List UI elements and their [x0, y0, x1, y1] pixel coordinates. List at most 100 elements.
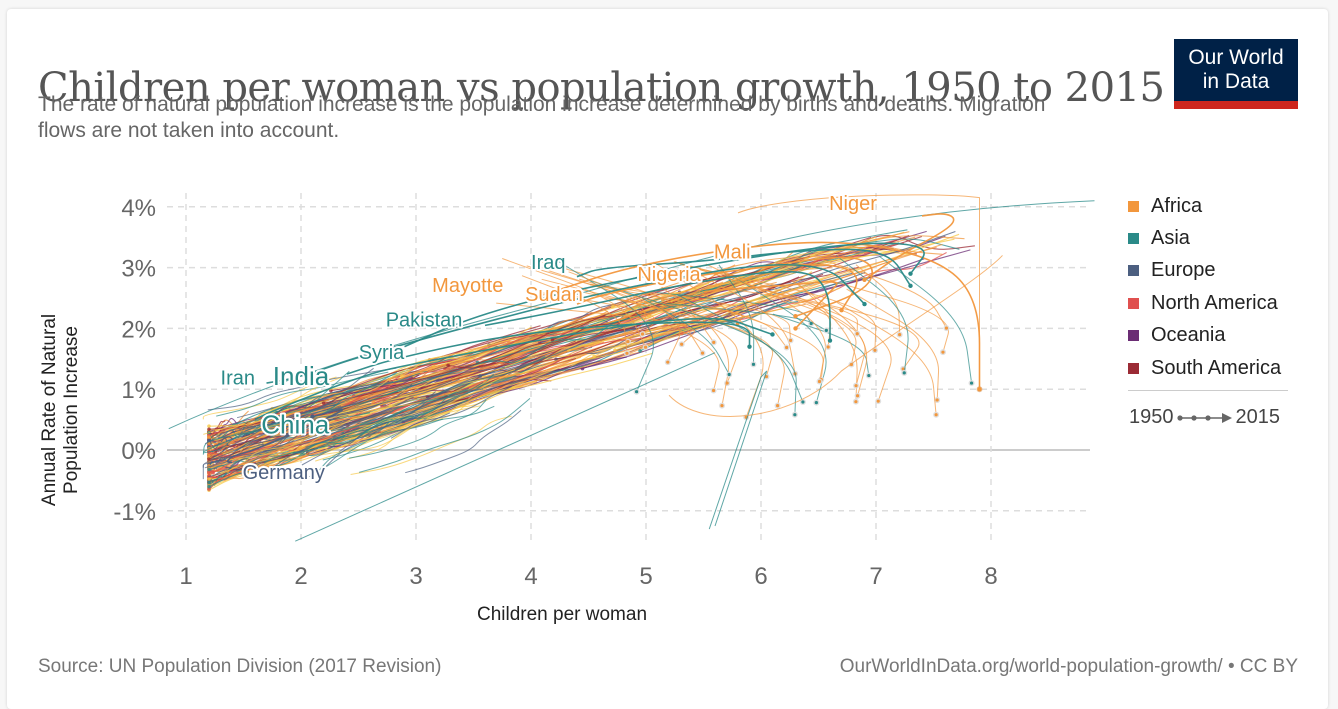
legend-item-north-america[interactable]: North America: [1128, 287, 1281, 319]
trajectory-line: [230, 380, 394, 434]
trajectory-line: [380, 375, 507, 433]
legend-item-asia[interactable]: Asia: [1128, 222, 1281, 254]
x-tick-label: 4: [524, 563, 537, 590]
x-axis-label: Children per woman: [477, 604, 647, 625]
trajectory-line: [202, 418, 351, 468]
trajectory-syria: [404, 242, 925, 348]
trajectory-mayotte: [542, 241, 981, 390]
trajectory-end-dot: [207, 427, 211, 432]
trajectory-start-dot: [784, 345, 789, 350]
trajectory-start-sudan: [839, 307, 844, 313]
license-label: • CC BY: [1222, 656, 1298, 677]
owid-logo[interactable]: Our World in Data: [1174, 39, 1298, 109]
trajectory-line: [168, 200, 1095, 430]
trajectory-line: [208, 417, 239, 434]
trajectory-line: [390, 386, 512, 439]
trajectory-line: [477, 317, 630, 364]
trajectory-line: [208, 467, 256, 490]
trajectory-end-dot: [207, 424, 211, 428]
trajectory-china: [254, 317, 773, 421]
legend-label: Europe: [1151, 259, 1216, 282]
trajectory-start-dot: [680, 342, 684, 346]
trajectory-line: [326, 366, 505, 411]
swatch-oceania: [1128, 330, 1139, 342]
trajectory-start-dot: [902, 371, 906, 375]
trajectory-start-syria: [908, 271, 913, 276]
swatch-south-america: [1128, 362, 1139, 374]
axis-ticks: 4% 3% 2% 1% 0% -1% 1 2 3 4 5 6 7 8: [113, 195, 997, 590]
trajectory-start-dot: [793, 413, 797, 417]
trajectory-line: [255, 413, 372, 463]
legend-divider: [1128, 390, 1288, 391]
trajectory-start-dot: [712, 340, 716, 344]
trajectory-start-iraq: [908, 283, 913, 289]
country-label-germany: Germany: [243, 462, 325, 484]
trajectory-line: [264, 386, 409, 426]
swatch-africa: [1128, 200, 1139, 212]
trajectory-end-dot: [207, 453, 211, 458]
trajectory-end-dot: [321, 401, 326, 405]
trajectory-line: [286, 384, 473, 429]
trajectory-line: [508, 264, 736, 343]
trajectory-end-dot: [592, 354, 596, 359]
trajectory-line: [362, 297, 746, 428]
legend-item-africa[interactable]: Africa: [1128, 190, 1281, 222]
legend: Africa Asia Europe North America Oceania…: [1128, 190, 1281, 384]
footer-links: OurWorldInData.org/world-population-grow…: [840, 656, 1298, 678]
trajectory-start-iran: [862, 301, 867, 307]
trajectory-end-dot: [207, 477, 211, 481]
trajectory-start-dot: [751, 362, 756, 366]
swatch-europe: [1128, 265, 1139, 277]
trajectory-end-dot: [207, 467, 211, 472]
trajectory-line: [263, 411, 402, 464]
trajectory-start-dot: [854, 384, 858, 388]
y-tick-label: 4%: [121, 195, 156, 222]
x-tick-label: 7: [869, 563, 882, 590]
logo-line-1: Our World: [1188, 46, 1284, 69]
trajectory-line: [364, 382, 484, 437]
trajectory-line: [405, 409, 522, 474]
country-label-niger: Niger: [829, 193, 877, 215]
trajectory-line: [210, 397, 348, 460]
trajectory-line: [246, 372, 421, 436]
trajectory-line: [708, 370, 768, 530]
legend-item-south-america[interactable]: South America: [1128, 352, 1281, 384]
trajectory-line: [227, 410, 378, 461]
legend-label: North America: [1151, 291, 1278, 314]
timeline-legend: 1950 2015: [1129, 406, 1280, 429]
trajectory-line: [401, 327, 549, 377]
trajectory-end-dot: [207, 484, 211, 489]
trajectory-line: [480, 230, 956, 377]
trajectory-start-mayotte: [977, 387, 982, 392]
x-tick-label: 5: [639, 563, 652, 590]
trajectory-start-dot: [625, 351, 629, 355]
trajectory-line: [216, 371, 389, 417]
source-link[interactable]: OurWorldInData.org/world-population-grow…: [839, 656, 1223, 677]
trajectory-line: [278, 418, 393, 463]
timeline-start: 1950: [1129, 406, 1174, 428]
timeline-end: 2015: [1235, 406, 1281, 428]
trajectory-start-india: [747, 344, 752, 349]
legend-item-oceania[interactable]: Oceania: [1128, 320, 1281, 352]
country-label-india: India: [273, 361, 330, 391]
trajectory-india: [346, 321, 751, 375]
trajectory-line: [295, 352, 716, 542]
trajectory-line: [555, 304, 748, 360]
trajectory-line: [836, 302, 937, 415]
trajectory-line: [542, 262, 715, 343]
trajectory-start-dot: [711, 388, 716, 393]
country-labels: Niger Mali Nigeria Iraq Mayotte Sudan Pakistan…: [219, 191, 880, 486]
trajectory-start-dot: [626, 339, 630, 344]
trajectory-start-dot: [640, 332, 645, 336]
trajectory-start-nigeria: [793, 326, 798, 331]
trajectory-line: [526, 265, 704, 354]
trajectory-line: [585, 292, 774, 377]
trajectory-line: [737, 194, 980, 390]
trajectory-start-germany: [310, 414, 315, 419]
trajectory-line: [676, 293, 804, 403]
source-note: Source: UN Population Division (2017 Rev…: [38, 656, 442, 677]
trajectory-start-dot: [855, 332, 859, 336]
trajectory-end-dot: [400, 374, 404, 378]
legend-item-europe[interactable]: Europe: [1128, 255, 1281, 287]
